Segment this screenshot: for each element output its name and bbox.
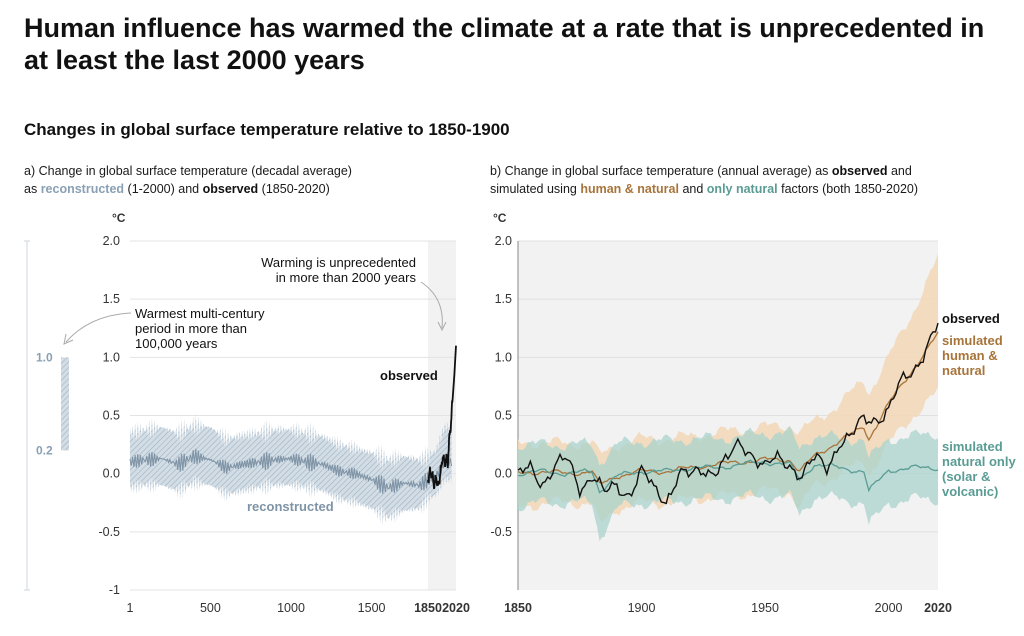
natural-label-line: (solar & xyxy=(942,469,990,484)
reconstructed-label: reconstructed xyxy=(247,499,334,514)
human-natural-label-line: human & xyxy=(942,348,998,363)
panel-a-title-recon-range: (1-2000) and xyxy=(127,182,200,196)
natural-line xyxy=(517,459,939,494)
observed-line-b xyxy=(517,322,939,505)
panel-b-x-tick-label: 1850 xyxy=(504,601,532,615)
panel-a-x-tick-label: 1 xyxy=(127,601,134,615)
warming-arrowhead xyxy=(437,321,447,332)
natural-label-line: simulated xyxy=(942,439,1003,454)
panel-b-y-tick-label: -0.5 xyxy=(490,525,512,539)
panel-b-y-unit: °C xyxy=(493,211,507,225)
human-natural-label-line: simulated xyxy=(942,333,1003,348)
panel-a-title-obs-range: (1850-2020) xyxy=(261,182,330,196)
panel-a-y-tick-label: 2.0 xyxy=(103,234,120,248)
observed-line-a xyxy=(427,345,457,490)
observed-label-b: observed xyxy=(942,311,1000,326)
panel-b-title-and: and xyxy=(890,164,912,178)
human-natural-label-line: natural xyxy=(942,363,985,378)
panel-b-title-suffix: factors (both 1850-2020) xyxy=(781,182,919,196)
observed-label-a: observed xyxy=(380,368,438,383)
panel-a-x-tick-label: 1000 xyxy=(277,601,305,615)
panel-a-x-tick-label: 500 xyxy=(200,601,221,615)
panel-b-title-nat: only natural xyxy=(706,182,778,196)
natural-label-line: volcanic) xyxy=(942,484,998,499)
panel-b-x-tick-label: 2020 xyxy=(924,601,952,615)
panel-b-y-tick-label: 2.0 xyxy=(495,234,512,248)
warmest-period-upper-label: 1.0 xyxy=(36,350,53,364)
panel-b-title-hn: human & natural xyxy=(580,182,679,196)
panel-b-y-tick-label: 0.0 xyxy=(495,467,512,481)
panel-a-y-tick-label: -0.5 xyxy=(98,525,120,539)
panel-b-x-tick-label: 1900 xyxy=(628,601,656,615)
panel-a-x-tick-label: 1850 xyxy=(414,601,442,615)
warmest-annotation-line: 100,000 years xyxy=(135,336,218,351)
warmest-period-bar xyxy=(61,357,69,451)
warming-annotation-line: Warming is unprecedented xyxy=(261,255,416,270)
panel-b-chart: 2.0 1.5 1.0 0.5 0.0 -0.5 °C 1850 1900 1950 2000 202… xyxy=(490,211,1016,615)
panel-a-x-tick-label: 2020 xyxy=(442,601,470,615)
panel-a-title-as: as xyxy=(24,182,38,196)
panel-a-title-reconstructed: reconstructed xyxy=(40,182,125,196)
panel-b-title: b) Change in global surface temperature … xyxy=(490,162,1010,198)
panel-b-title-and2: and xyxy=(682,182,704,196)
panel-a-y-unit: °C xyxy=(112,211,126,225)
warmest-arrowhead xyxy=(63,333,74,345)
panel-a-y-tick-label: -1 xyxy=(109,583,120,597)
panel-a-y-tick-label: 1.0 xyxy=(103,350,120,364)
panel-a-y-tick-label: 0.0 xyxy=(103,467,120,481)
panel-a-title: a) Change in global surface temperature … xyxy=(24,162,464,198)
panel-a-title-observed: observed xyxy=(202,182,259,196)
human-natural-line xyxy=(517,331,939,484)
panel-b-title-simulated: simulated using xyxy=(490,182,577,196)
panel-a-y-tick-label: 1.5 xyxy=(103,292,120,306)
warming-annotation-line: in more than 2000 years xyxy=(276,270,417,285)
reconstructed-range-band xyxy=(130,414,452,525)
page-subtitle: Changes in global surface temperature re… xyxy=(24,120,510,139)
panel-a-title-prefix: a) Change in global surface temperature … xyxy=(24,164,352,178)
natural-label-line: natural only xyxy=(942,454,1016,469)
panel-a-x-tick-label: 1500 xyxy=(358,601,386,615)
panel-b-title-observed: observed xyxy=(831,164,888,178)
panel-b-y-tick-label: 1.5 xyxy=(495,292,512,306)
warmest-annotation-line: period in more than xyxy=(135,321,247,336)
warmest-annotation-arrow xyxy=(65,312,132,343)
panel-b-title-prefix: b) Change in global surface temperature … xyxy=(490,164,829,178)
panel-a-chart: 2.01.51.00.50.0-0.5-1°C1 500 1000 1500 1850 2… xyxy=(24,211,470,615)
warmest-annotation-line: Warmest multi-century xyxy=(135,306,265,321)
panel-b-y-tick-label: 0.5 xyxy=(495,409,512,423)
panel-a-y-tick-label: 0.5 xyxy=(103,409,120,423)
warming-annotation-arrow xyxy=(420,281,443,329)
panel-b-x-tick-label: 2000 xyxy=(875,601,903,615)
reconstructed-line xyxy=(129,448,453,494)
warmest-period-lower-label: 0.2 xyxy=(36,443,53,457)
panel-b-x-tick-label: 1950 xyxy=(751,601,779,615)
panel-b-y-tick-label: 1.0 xyxy=(495,350,512,364)
page-title: Human influence has warmed the climate a… xyxy=(24,13,985,75)
